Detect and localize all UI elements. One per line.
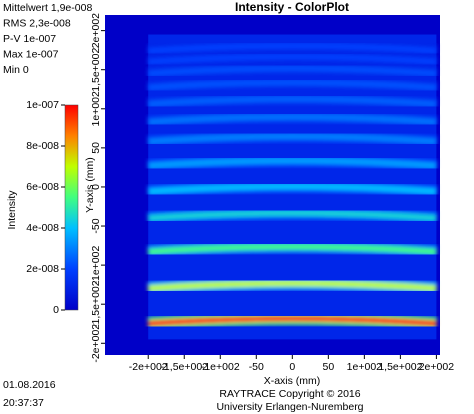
- fringe-core: [148, 315, 437, 327]
- info-line: RMS 2,3e-008: [3, 17, 71, 29]
- fringe: [147, 240, 437, 259]
- info-line: Mittelwert 1,9e-008: [3, 2, 92, 14]
- fringe: [147, 130, 437, 148]
- x-tick-label: -2e+002: [129, 361, 168, 373]
- fringe: [147, 92, 437, 111]
- fringe-core: [148, 113, 437, 125]
- x-tick-label: 1,5e+002: [378, 361, 422, 373]
- y-tick-label: -1,5e+002: [90, 280, 102, 328]
- colorbar: [64, 104, 79, 311]
- fringe-core: [148, 42, 437, 54]
- fringe-core: [148, 133, 437, 145]
- fringe: [147, 50, 437, 69]
- y-tick-label: 1e+002: [90, 91, 102, 126]
- y-tick-label: 2e+002: [90, 13, 102, 48]
- date: 01.08.2016: [3, 379, 56, 391]
- colorbar-label: Intensity: [6, 190, 18, 230]
- y-tick-label: 0: [90, 184, 102, 190]
- info: Mittelwert 1,9e-008 RMS 2,3e-008 P-V 1e-00…: [3, 2, 92, 76]
- y-tick-label: -2e+002: [90, 324, 102, 363]
- fringe: [147, 76, 437, 95]
- colorbar-tick-label: 6e-008: [26, 181, 59, 193]
- x-axis-label: X-axis (mm): [264, 375, 321, 387]
- x-tick-label: 1e+002: [347, 361, 382, 373]
- x-tick-label: 2e+002: [419, 361, 454, 373]
- y-tick-label: 1,5e+002: [90, 48, 102, 92]
- fringe: [147, 180, 437, 199]
- fringe: [147, 110, 437, 129]
- fringe: [147, 312, 437, 331]
- y-tick-label: -50: [90, 218, 102, 233]
- fringe-core: [148, 95, 437, 107]
- colorbar-tick-label: 8e-008: [26, 140, 59, 152]
- fringe-core: [148, 243, 437, 255]
- fringe-core: [148, 53, 437, 65]
- y-axis-label: Y-axis (mm): [84, 157, 96, 213]
- colorbar-tick-label: 4e-008: [26, 222, 59, 234]
- fringe-core: [148, 65, 437, 77]
- fringe-core: [148, 79, 437, 91]
- info-line: Min 0: [3, 64, 29, 76]
- x-tick-label: -1e+002: [201, 361, 240, 373]
- fringe-core: [148, 280, 437, 292]
- fringe: [147, 39, 437, 58]
- fringe: [147, 276, 437, 295]
- info-line: P-V 1e-007: [3, 33, 56, 45]
- fringe: [147, 154, 437, 173]
- fringe-core: [148, 183, 437, 195]
- fringe-core: [148, 157, 437, 169]
- fringe: [147, 62, 437, 80]
- chart-title: Intensity - ColorPlot: [235, 0, 349, 14]
- colorbar-tick-label: 0: [53, 304, 59, 316]
- y-tick-label: 50: [90, 142, 102, 154]
- colorbar-tick-label: 2e-008: [26, 263, 59, 275]
- time: 20:37:37: [3, 397, 44, 409]
- x-tick-label: -1,5e+002: [160, 361, 208, 373]
- info-line: Max 1e-007: [3, 48, 59, 60]
- x-tick-label: -50: [249, 361, 264, 373]
- y-tick-label: -1e+002: [90, 246, 102, 285]
- fringe: [147, 206, 437, 225]
- institution: University Erlangen-Nuremberg: [216, 401, 363, 413]
- colorbar-tick-label: 1e-007: [26, 99, 59, 111]
- fringe-core: [148, 210, 437, 222]
- copyright: RAYTRACE Copyright © 2016: [219, 388, 360, 400]
- x-tick-label: 0: [289, 361, 295, 373]
- x-tick-label: 50: [322, 361, 334, 373]
